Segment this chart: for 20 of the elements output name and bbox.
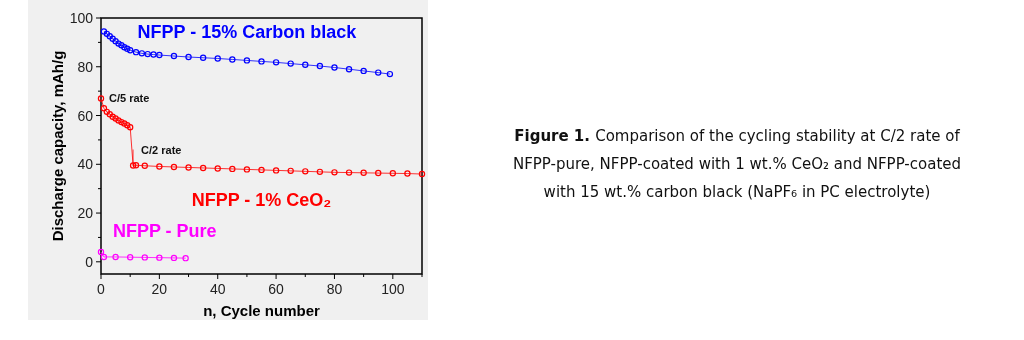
- annotation: C/2 rate: [141, 143, 182, 156]
- x-tick-label: 80: [326, 281, 343, 297]
- y-tick-label: 40: [77, 156, 94, 173]
- y-tick-label: 20: [77, 205, 94, 222]
- x-tick-label: 0: [97, 281, 106, 297]
- annotation: C/5 rate: [109, 92, 150, 105]
- y-axis-title: Discharge capacity, mAh/g: [49, 50, 66, 242]
- y-tick-label: 0: [85, 253, 94, 270]
- x-axis-title: n, Cycle number: [203, 302, 321, 319]
- y-tick-label: 60: [77, 107, 94, 124]
- y-tick-label: 80: [77, 58, 94, 75]
- x-tick-label: 100: [381, 281, 405, 297]
- x-tick-label: 20: [151, 281, 168, 297]
- series-label: NFPP - 1% CeO₂: [191, 189, 332, 210]
- x-tick-label: 60: [268, 281, 285, 297]
- x-tick-label: 40: [209, 281, 226, 297]
- y-tick-label: 100: [69, 10, 94, 26]
- series-label: NFPP - 15% Carbon black: [137, 22, 358, 43]
- caption: Figure 1. Comparison of the cycling stability at C/2 rate of NFPP-pure, NFPP-coated with 1 wt.% CeO₂ and NFPP-coated with 15 wt.% carbon black (NaPF₆ in PC electrolyte): [512, 127, 962, 201]
- series-label: NFPP - Pure: [112, 221, 217, 242]
